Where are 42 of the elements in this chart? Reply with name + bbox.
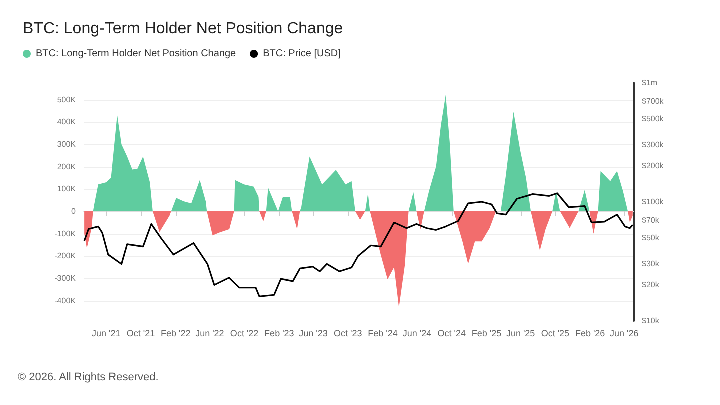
x-tick-label: Feb '24 (368, 328, 398, 338)
x-tick-label: Oct '23 (334, 328, 362, 338)
x-tick-label: Oct '21 (126, 328, 156, 338)
x-tick-label: Jun '22 (196, 328, 224, 338)
y2-tick-label: $10k (642, 316, 660, 326)
y2-tick-label: $30k (642, 260, 660, 269)
y2-tick-label: $50k (642, 233, 660, 242)
x-tick-label: Jun '23 (299, 328, 328, 338)
y2-tick-label: $1m (642, 78, 658, 88)
x-tick-label: Jun '24 (402, 328, 432, 338)
legend-label: BTC: Long-Term Holder Net Position Change (36, 48, 237, 60)
y-tick-label: -200K (54, 252, 77, 261)
y2-tick-label: $70k (642, 216, 660, 225)
y2-tick-label: $700k (642, 96, 665, 106)
x-tick-label: Jun '21 (92, 328, 121, 338)
y-tick-label: 300K (57, 140, 77, 149)
line-series (84, 192, 634, 298)
legend-label: BTC: Price [USD] (263, 48, 342, 60)
x-tick-label: Feb '23 (264, 328, 294, 338)
x-tick-label: Oct '22 (230, 328, 259, 338)
y-tick-label: 500K (57, 95, 77, 104)
x-tick-label: Feb '25 (472, 328, 502, 338)
y-tick-label: 400K (57, 118, 77, 127)
y-tick-label: 100K (57, 184, 77, 194)
x-tick-label: Oct '25 (541, 328, 570, 338)
y2-tick-label: $20k (642, 280, 660, 290)
x-tick-label: Feb '22 (161, 328, 191, 338)
y2-tick-label: $300k (642, 140, 665, 150)
x-tick-label: Feb '26 (575, 328, 606, 338)
x-tick-label: Oct '24 (438, 328, 466, 338)
y-tick-label: 0 (72, 207, 77, 216)
text: © 2026. All Rights Reserved. (18, 372, 159, 384)
y-tick-label: -300K (54, 274, 77, 284)
y-tick-label: -100K (54, 229, 77, 238)
y2-tick-label: $100k (642, 198, 665, 206)
x-tick-label: Jun '26 (610, 328, 639, 338)
chart-title: BTC: Long-Term Holder Net Position Change (23, 20, 344, 38)
x-tick-label: Jun '25 (506, 328, 536, 338)
y2-tick-label: $200k (642, 162, 665, 171)
y-tick-label: 200K (57, 162, 77, 172)
y2-tick-label: $500k (642, 114, 665, 124)
y-tick-label: -400K (54, 296, 77, 306)
